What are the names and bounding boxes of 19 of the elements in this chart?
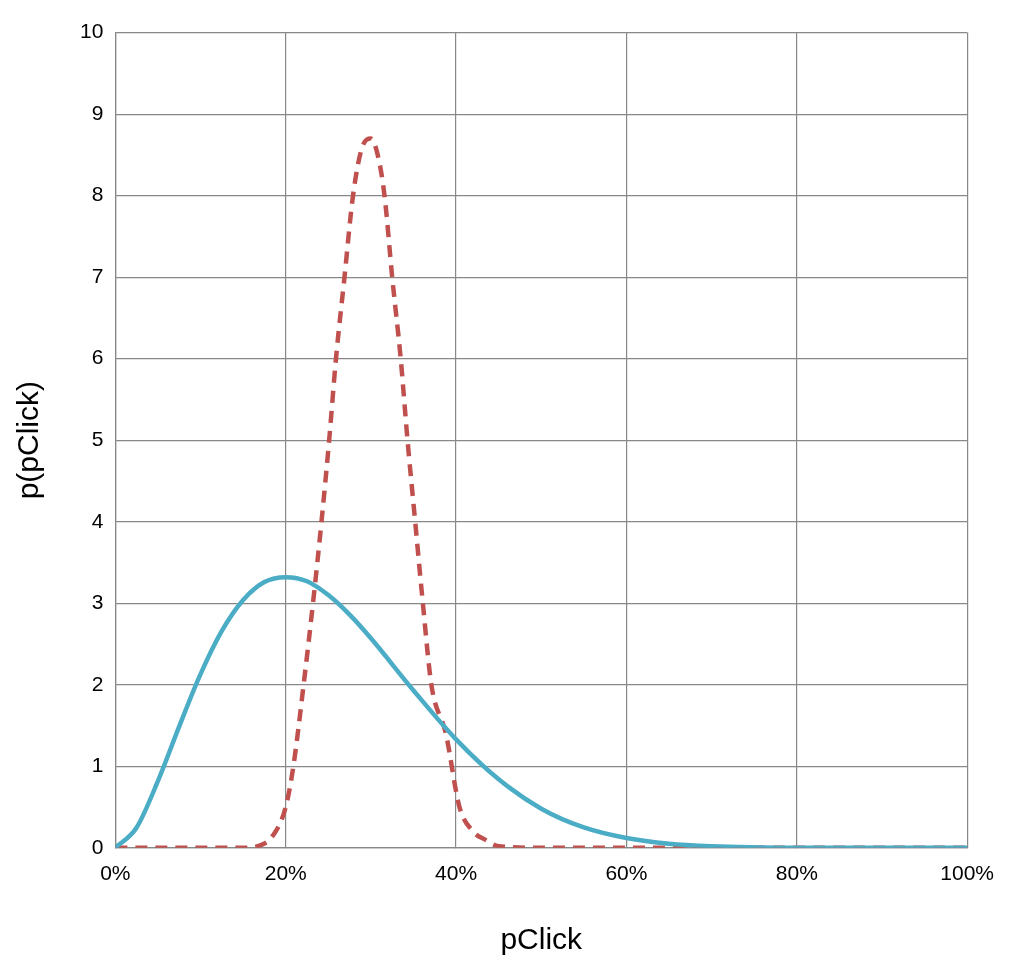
x-tick-label: 60% [605,861,648,885]
y-tick-label: 1 [91,753,104,777]
y-tick-label: 3 [91,590,104,614]
x-tick-label: 40% [435,861,478,885]
x-axis-title: pClick [500,922,584,956]
y-tick-label: 0 [91,834,104,858]
x-tick-label: 0% [100,861,131,885]
x-tick-label: 20% [264,861,307,885]
x-tick-label: 80% [775,861,818,885]
y-tick-label: 10 [80,19,104,43]
y-tick-label: 5 [91,427,104,450]
y-tick-label: 2 [91,671,104,695]
y-axis-title: p(pClick) [11,381,45,500]
y-tick-label: 6 [91,345,104,369]
y-tick-label: 7 [91,263,104,287]
y-tick-label: 8 [91,182,104,206]
y-tick-label: 9 [91,100,104,124]
x-tick-label: 100% [940,861,994,885]
y-tick-label: 4 [91,508,104,532]
